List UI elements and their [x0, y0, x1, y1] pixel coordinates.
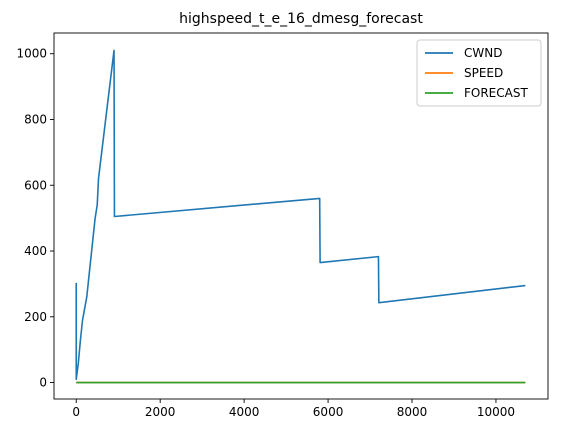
y-tick-label: 600	[24, 178, 47, 192]
x-tick-label: 4000	[229, 405, 260, 419]
y-tick-label: 0	[39, 376, 47, 390]
series-layer	[75, 49, 526, 384]
series-line-cwnd	[75, 49, 526, 381]
x-tick-label: 6000	[313, 405, 344, 419]
x-tick-label: 2000	[145, 405, 176, 419]
legend-label-forecast: FORECAST	[464, 86, 528, 100]
y-tick-label: 400	[24, 244, 47, 258]
legend: CWND SPEED FORECAST	[416, 39, 542, 107]
axes-layer: 0 2000 4000 6000 8000 10000 0 200 400 600 800 1000	[16, 32, 549, 419]
y-tick-label: 800	[24, 112, 47, 126]
x-tick-label: 0	[72, 405, 80, 419]
legend-box	[416, 39, 542, 107]
y-tick-label: 1000	[16, 47, 47, 61]
x-tick-label: 8000	[397, 405, 428, 419]
legend-label-cwnd: CWND	[464, 46, 502, 60]
y-tick-label: 200	[24, 310, 47, 324]
axes-frame	[53, 32, 549, 400]
chart-title: highspeed_t_e_16_dmesg_forecast	[179, 11, 423, 27]
legend-label-speed: SPEED	[464, 66, 503, 80]
x-tick-label: 10000	[477, 405, 515, 419]
